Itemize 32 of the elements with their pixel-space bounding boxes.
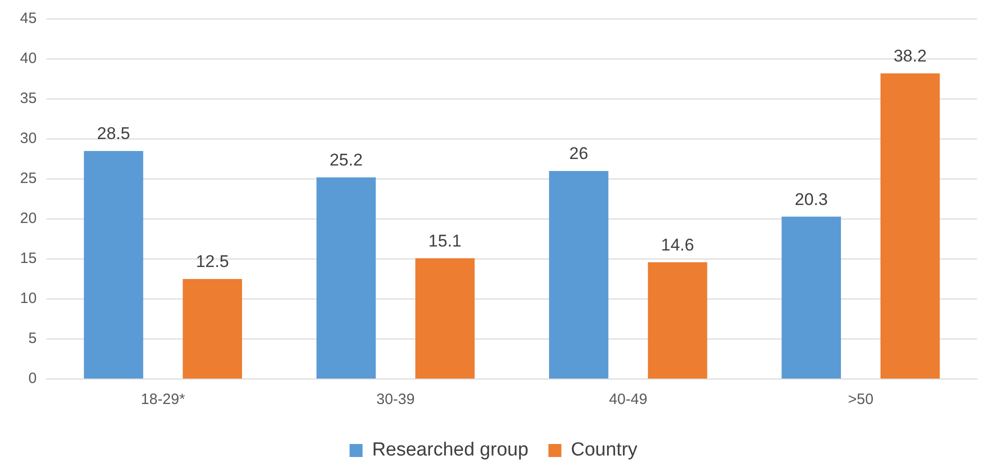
x-tick-label: >50 (848, 391, 874, 408)
data-label: 14.6 (661, 235, 694, 254)
x-tick-label: 30-39 (376, 391, 415, 408)
bar (316, 177, 376, 378)
y-tick-label: 40 (20, 50, 37, 68)
bar (182, 279, 242, 378)
data-label: 15.1 (428, 231, 462, 250)
y-tick-label: 10 (20, 290, 37, 308)
y-tick-label: 15 (20, 250, 37, 268)
data-label: 20.3 (794, 190, 828, 209)
legend-label: Country (570, 440, 638, 461)
bar (782, 216, 841, 378)
y-tick-label: 0 (28, 370, 37, 388)
y-tick-label: 25 (20, 170, 37, 188)
data-label: 28.5 (97, 124, 130, 144)
y-tick-label: 45 (20, 10, 37, 28)
data-label: 12.5 (196, 252, 229, 272)
y-tick-label: 30 (20, 130, 37, 148)
bar (84, 151, 144, 378)
legend-label: Researched group (372, 440, 528, 461)
data-label: 38.2 (894, 46, 927, 66)
y-tick-label: 5 (28, 330, 37, 348)
y-tick-label: 35 (20, 90, 37, 108)
data-label: 25.2 (330, 150, 363, 170)
bar (549, 171, 608, 378)
x-tick-label: 40-49 (608, 391, 648, 408)
data-label: 26 (569, 144, 588, 164)
y-tick-label: 20 (20, 210, 37, 228)
bar (415, 258, 475, 378)
bar (880, 73, 940, 378)
x-tick-label: 18-29* (140, 391, 186, 408)
bar (648, 262, 708, 378)
